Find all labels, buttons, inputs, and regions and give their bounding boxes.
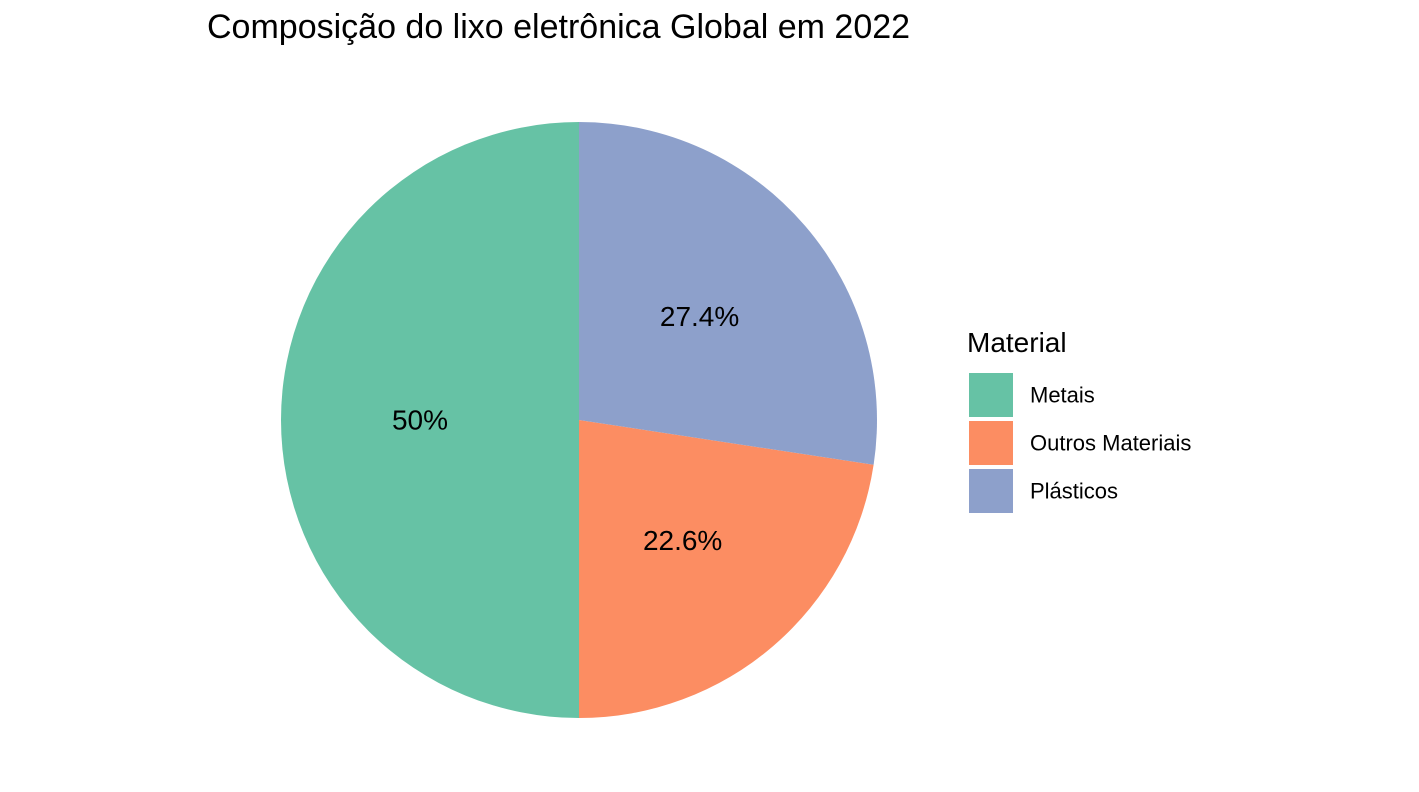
- pie-slice-plasticos: [579, 122, 877, 465]
- legend-swatch-outros-materiais: [969, 421, 1013, 465]
- legend-label-plasticos: Plásticos: [1030, 479, 1118, 504]
- legend-items: Metais Outros Materiais Plásticos: [969, 373, 1191, 513]
- legend-swatch-plasticos: [969, 469, 1013, 513]
- chart-title: Composição do lixo eletrônica Global em …: [207, 8, 910, 46]
- legend: Material Metais Outros Materiais Plásticos: [967, 327, 1191, 513]
- pie-slices: [281, 122, 877, 718]
- slice-label-plasticos: 27.4%: [660, 301, 739, 332]
- legend-label-metais: Metais: [1030, 383, 1095, 408]
- pie-slice-outros-materiais: [579, 420, 874, 718]
- pie-slice-labels: 50% 22.6% 27.4%: [392, 301, 739, 556]
- legend-label-outros-materiais: Outros Materiais: [1030, 431, 1191, 456]
- slice-label-metais: 50%: [392, 405, 448, 436]
- legend-title: Material: [967, 327, 1067, 358]
- pie-slice-metais: [281, 122, 579, 718]
- slice-label-outros-materiais: 22.6%: [643, 525, 722, 556]
- legend-swatch-metais: [969, 373, 1013, 417]
